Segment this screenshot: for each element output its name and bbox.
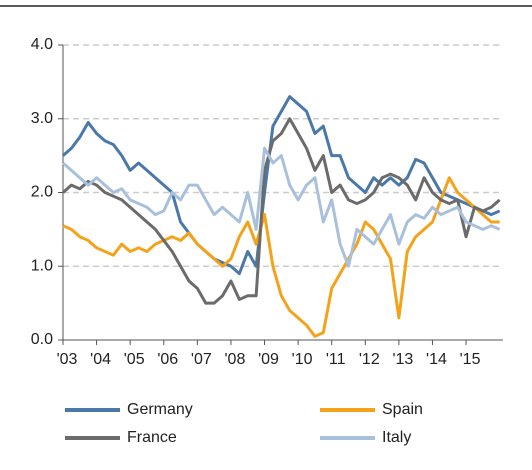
x-tick-label: '11 bbox=[326, 351, 346, 368]
legend-label: Germany bbox=[127, 401, 193, 418]
x-tick-label: '14 bbox=[426, 351, 447, 368]
x-tick-label: '08 bbox=[225, 351, 246, 368]
line-series bbox=[62, 146, 501, 268]
x-tick-label: '09 bbox=[258, 351, 279, 368]
line-series bbox=[62, 117, 501, 305]
x-tick-label: '13 bbox=[392, 351, 413, 368]
line-series bbox=[62, 95, 501, 276]
y-tick-label: 0.0 bbox=[31, 331, 53, 348]
x-tick-label: '10 bbox=[292, 351, 313, 368]
x-tick-label: '04 bbox=[90, 351, 111, 368]
x-tick-label: '12 bbox=[359, 351, 380, 368]
x-tick-label: '07 bbox=[191, 351, 212, 368]
x-tick-label: '06 bbox=[157, 351, 178, 368]
x-tick-label: '05 bbox=[124, 351, 145, 368]
legend-label: France bbox=[127, 429, 177, 446]
x-tick-label: '03 bbox=[57, 351, 78, 368]
y-tick-label: 3.0 bbox=[31, 110, 53, 127]
legend-label: Italy bbox=[382, 429, 411, 446]
y-tick-label: 2.0 bbox=[31, 184, 53, 201]
line-series bbox=[62, 176, 500, 338]
x-tick-label: '15 bbox=[460, 351, 481, 368]
legend-label: Spain bbox=[382, 401, 423, 418]
y-tick-label: 4.0 bbox=[31, 36, 53, 53]
y-tick-label: 1.0 bbox=[31, 257, 53, 274]
